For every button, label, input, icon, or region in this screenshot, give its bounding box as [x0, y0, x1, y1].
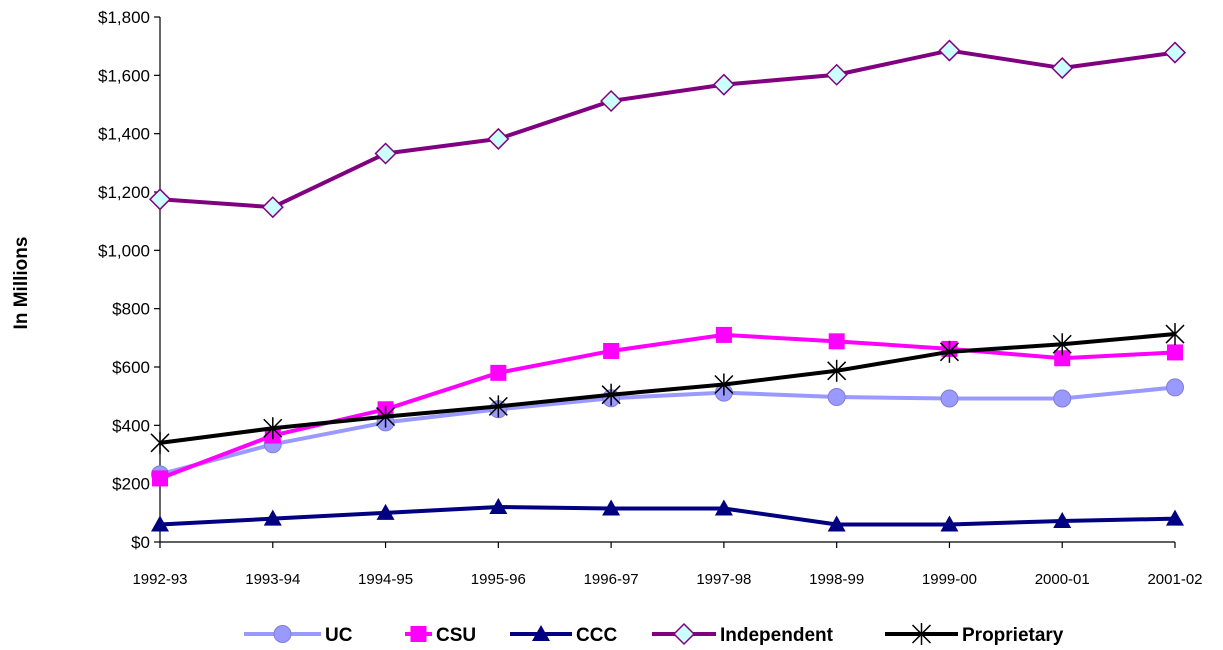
data-point — [1053, 389, 1072, 408]
data-point — [1053, 512, 1072, 528]
series-uc — [151, 378, 1184, 484]
legend: UC CSU CCC Independent Proprietary — [244, 622, 1064, 646]
data-point — [1163, 41, 1187, 64]
data-point — [148, 188, 172, 211]
data-point — [374, 142, 397, 165]
y-axis-title: In Millions — [11, 237, 32, 330]
data-point — [152, 470, 168, 487]
data-point — [712, 73, 735, 96]
legend-marker — [911, 623, 932, 645]
legend-label: UC — [325, 625, 353, 646]
data-point — [714, 373, 734, 396]
data-point — [150, 431, 170, 454]
y-tick-label: $1,400 — [98, 125, 150, 144]
y-tick-label: $0 — [131, 533, 150, 552]
legend-item-independent: Independent — [652, 622, 834, 646]
data-point — [490, 364, 507, 381]
legend-item-csu: CSU — [405, 625, 476, 646]
x-tick-label: 1999-00 — [922, 571, 977, 588]
series-line — [159, 332, 1176, 481]
data-point — [714, 499, 733, 516]
data-point — [940, 389, 959, 408]
data-point — [602, 499, 621, 516]
series-line — [159, 505, 1176, 527]
data-point — [600, 89, 623, 113]
legend-item-uc: UC — [244, 625, 353, 646]
x-tick-label: 1993-94 — [245, 571, 300, 588]
y-tick-label: $1,200 — [98, 183, 150, 202]
series-line — [159, 332, 1176, 445]
data-point — [263, 509, 282, 526]
data-point — [151, 515, 169, 532]
legend-marker — [672, 622, 696, 646]
series-ccc — [151, 498, 1184, 532]
data-point — [1166, 509, 1184, 526]
x-tick-label: 1992-93 — [132, 571, 187, 588]
data-point — [940, 515, 959, 532]
data-point — [263, 417, 283, 440]
legend-item-proprietary: Proprietary — [885, 623, 1064, 646]
x-tick-label: 2001-02 — [1147, 571, 1202, 588]
data-point — [825, 63, 848, 86]
legend-marker — [532, 625, 550, 641]
y-tick-label: $800 — [112, 300, 150, 319]
data-point — [489, 498, 508, 514]
legend-marker — [273, 625, 292, 643]
x-tick-label: 1996-97 — [584, 571, 639, 588]
data-point — [376, 503, 395, 520]
data-point — [827, 515, 846, 532]
data-point — [488, 395, 508, 418]
y-axis: $0 $200 $400 $600 $800 $1,000 $1,200 $1,400 $1,6… — [98, 8, 161, 552]
data-point — [827, 359, 847, 382]
x-tick-label: 1995-96 — [471, 571, 526, 588]
data-point — [1165, 323, 1185, 346]
y-tick-label: $1,600 — [98, 66, 150, 85]
y-tick-label: $200 — [112, 475, 150, 494]
series-line — [159, 385, 1176, 477]
data-point — [1051, 56, 1074, 80]
data-point — [603, 342, 620, 359]
data-point — [376, 405, 396, 428]
series-line — [159, 48, 1176, 210]
series-csu — [152, 326, 1183, 487]
data-point — [1052, 333, 1072, 356]
series-independent — [148, 39, 1187, 219]
data-point — [827, 388, 846, 407]
series-proprietary — [150, 323, 1185, 454]
data-point — [828, 333, 845, 350]
x-tick-label: 1994-95 — [358, 571, 413, 588]
data-point — [1166, 378, 1184, 397]
data-point — [1167, 344, 1183, 361]
y-tick-label: $1,800 — [98, 8, 150, 27]
legend-item-ccc: CCC — [510, 625, 617, 646]
data-point — [487, 127, 510, 150]
legend-label: Independent — [720, 625, 834, 646]
data-point — [601, 383, 621, 406]
legend-marker — [410, 626, 427, 642]
y-tick-label: $1,000 — [98, 241, 150, 260]
y-tick-label: $600 — [112, 358, 150, 377]
x-axis: 1992-93 1993-94 1994-95 1995-96 1996-97 1997-… — [132, 541, 1203, 588]
y-tick-label: $400 — [112, 416, 150, 435]
x-tick-label: 1998-99 — [809, 571, 864, 588]
data-point — [261, 196, 284, 219]
legend-label: CSU — [436, 625, 476, 646]
x-tick-label: 2000-01 — [1035, 571, 1090, 588]
x-tick-label: 1997-98 — [696, 571, 751, 588]
data-point — [939, 340, 959, 363]
legend-label: CCC — [576, 625, 617, 646]
data-point — [715, 326, 732, 343]
legend-label: Proprietary — [962, 625, 1064, 646]
data-point — [938, 39, 961, 62]
data-point — [1054, 350, 1071, 367]
series-layer — [148, 39, 1187, 532]
